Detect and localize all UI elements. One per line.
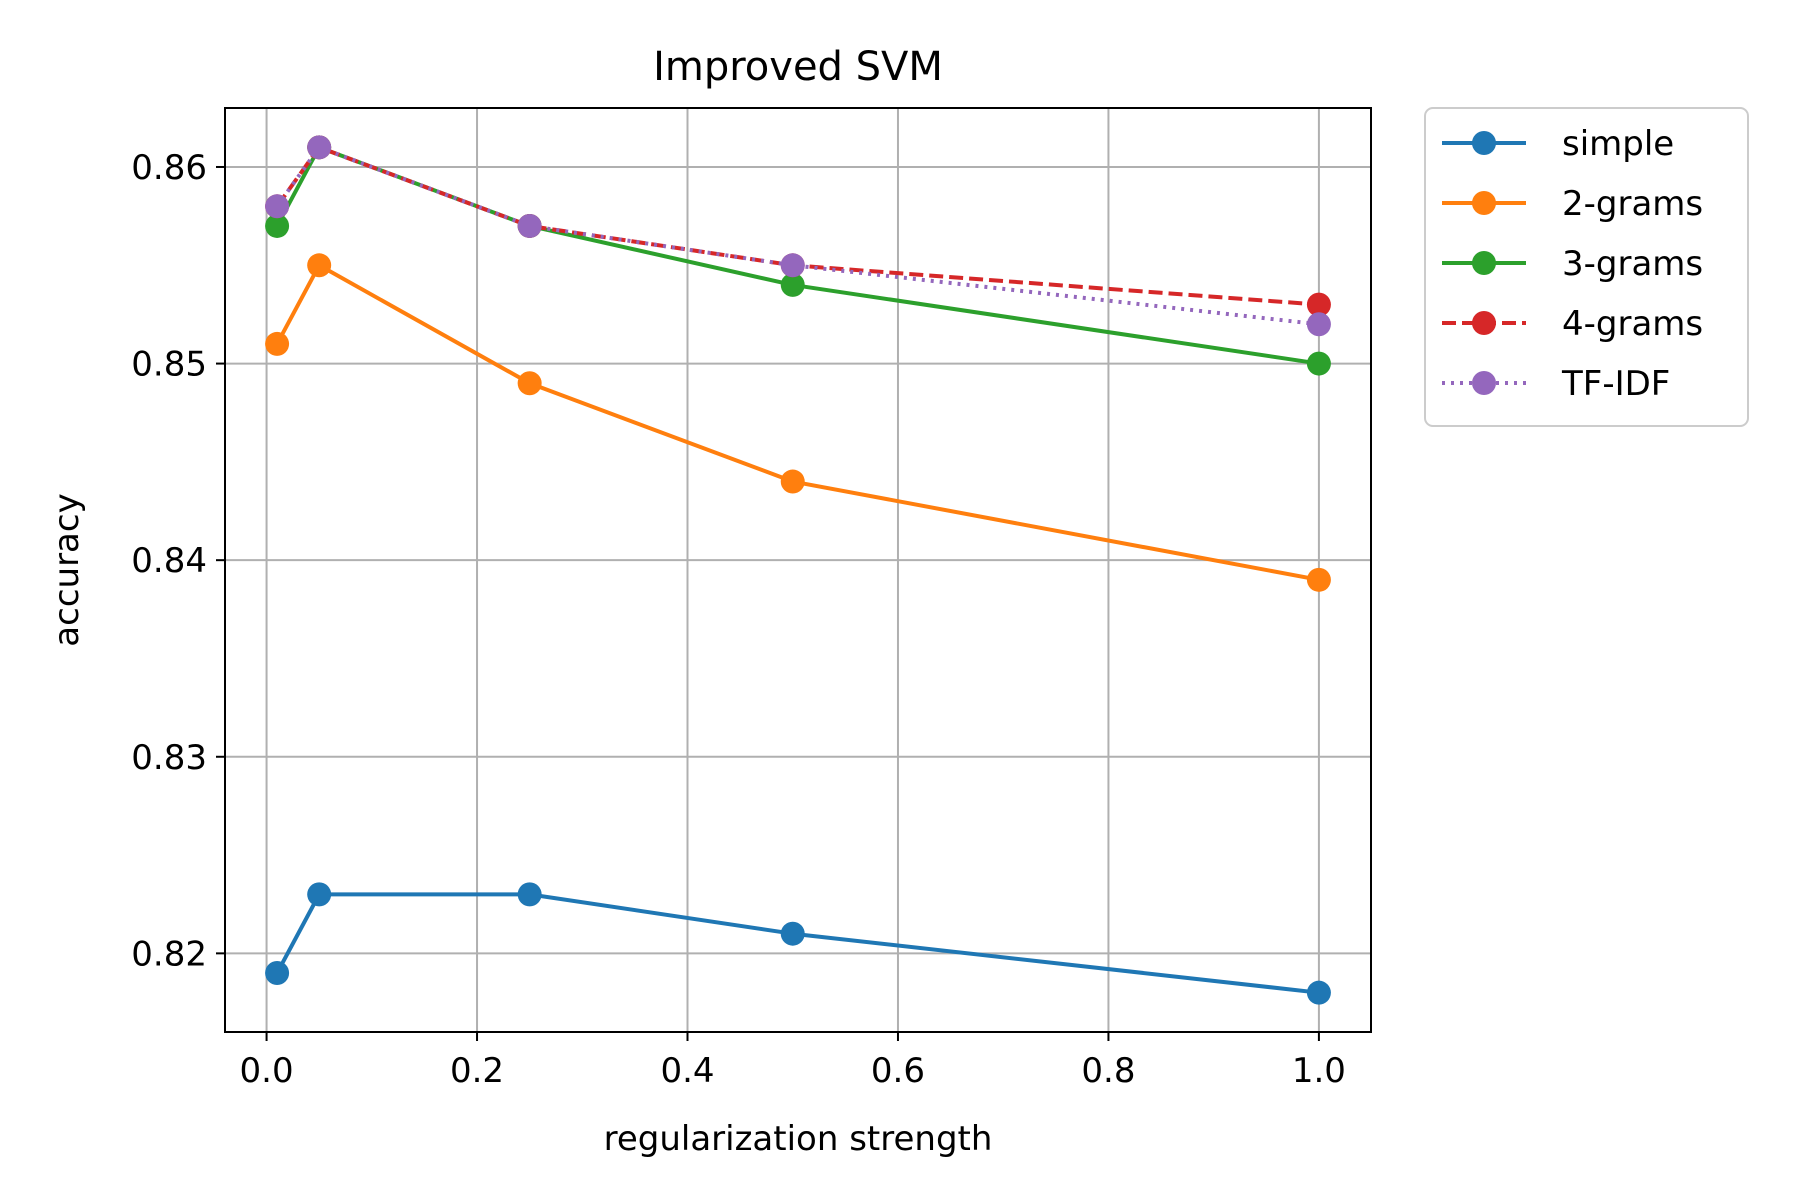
y-tick-label: 0.84 [131,541,207,581]
x-tick-label: 0.6 [871,1051,925,1091]
legend-frame [1424,107,1749,427]
x-tick-label: 0.2 [450,1051,504,1091]
data-point-tf-idf [780,253,805,278]
legend-swatch-marker [1472,191,1496,215]
series-tf-idf [265,135,1331,337]
data-point-tf-idf [265,194,290,219]
legend: simple 2-grams 3-grams 4-grams TF-IDF [1424,107,1749,427]
x-axis: 0.0 0.2 0.4 0.6 0.8 1.0 [240,1032,1346,1091]
legend-swatch-marker [1472,251,1496,275]
legend-label: 3-grams [1562,244,1703,284]
legend-item-2-grams: 2-grams [1442,184,1703,224]
legend-label: simple [1562,124,1674,164]
data-point-tf-idf [517,213,542,238]
data-point-2-grams [265,331,290,356]
data-point-2-grams [307,253,332,278]
data-point-simple [517,882,542,907]
legend-swatch-marker [1472,311,1496,335]
data-point-3-grams [1306,351,1331,376]
data-point-simple [265,961,290,986]
data-point-simple [780,921,805,946]
legend-item-simple: simple [1442,124,1674,164]
data-point-2-grams [780,469,805,494]
series-2-grams [265,253,1331,592]
legend-label: 2-grams [1562,184,1703,224]
data-point-3-grams [265,213,290,238]
legend-item-3-grams: 3-grams [1442,244,1703,284]
x-tick-label: 0.4 [660,1051,714,1091]
legend-swatch-marker [1472,131,1496,155]
series-line-tf-idf [275,145,1320,327]
x-tick-label: 0.0 [240,1051,294,1091]
chart-title: Improved SVM [653,44,943,90]
data-point-2-grams [517,371,542,396]
y-tick-label: 0.83 [131,738,207,778]
data-point-2-grams [1306,567,1331,592]
y-axis: 0.82 0.83 0.84 0.85 0.86 [131,148,225,974]
legend-label: 4-grams [1562,304,1703,344]
series-line-2-grams [275,263,1320,582]
data-point-simple [307,882,332,907]
x-tick-label: 1.0 [1292,1051,1346,1091]
plot-area-frame [224,107,1372,1033]
y-tick-label: 0.85 [131,345,207,385]
series-simple [265,882,1331,1005]
data-point-tf-idf [307,135,332,160]
series-line-4-grams [275,145,1320,307]
legend-label: TF-IDF [1561,364,1670,404]
y-tick-label: 0.82 [131,934,207,974]
series-layer [265,135,1331,1005]
y-tick-label: 0.86 [131,148,207,188]
legend-swatch-marker [1472,371,1496,395]
data-point-3-grams [780,272,805,297]
y-axis-label: accuracy [47,493,87,646]
legend-item-tf-idf: TF-IDF [1442,364,1670,404]
x-axis-label: regularization strength [604,1119,993,1159]
legend-item-4-grams: 4-grams [1442,304,1703,344]
data-point-4-grams [1306,292,1331,317]
data-point-tf-idf [1306,312,1331,337]
data-point-simple [1306,980,1331,1005]
x-tick-label: 0.8 [1081,1051,1135,1091]
